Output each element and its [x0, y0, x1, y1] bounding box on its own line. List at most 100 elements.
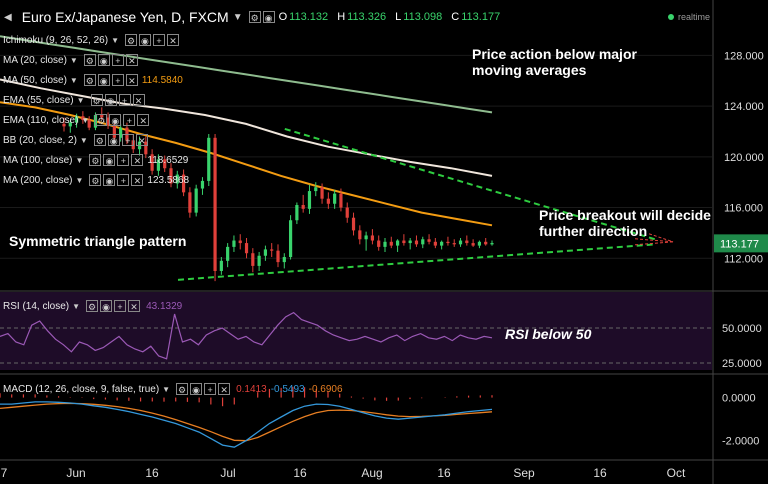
candle-body: [358, 230, 362, 240]
close-icon[interactable]: ✕: [135, 134, 148, 146]
close-icon[interactable]: ✕: [131, 174, 144, 186]
indicator-row[interactable]: EMA (55, close) ▼ ⚙ ◉ + ✕: [3, 94, 149, 106]
close-icon[interactable]: ✕: [132, 94, 145, 106]
indicator-row[interactable]: BB (20, close, 2) ▼ ⚙ ◉ + ✕: [3, 134, 152, 146]
chevron-down-icon[interactable]: ▼: [69, 55, 78, 65]
indicator-label[interactable]: MA (20, close): [3, 54, 67, 66]
indicator-label[interactable]: EMA (55, close): [3, 94, 74, 106]
candle-body: [414, 240, 419, 245]
indicator-row[interactable]: Ichimoku (9, 26, 52, 26) ▼ ⚙ ◉ + ✕: [3, 34, 183, 46]
settings-icon[interactable]: ⚙: [89, 174, 102, 186]
x-tick-label: 16: [593, 466, 607, 480]
indicator-label[interactable]: MA (50, close): [3, 74, 67, 86]
indicator-label[interactable]: MA (100, close): [3, 154, 73, 166]
eye-icon[interactable]: ◉: [138, 34, 151, 46]
chevron-down-icon[interactable]: ▼: [75, 155, 84, 165]
settings-icon[interactable]: ⚙: [95, 114, 108, 126]
y-tick-label: 124.000: [724, 101, 764, 113]
indicator-row[interactable]: MA (100, close) ▼ ⚙ ◉ + ✕ 118.6529: [3, 154, 188, 166]
settings-icon[interactable]: ⚙: [83, 74, 96, 86]
triangle-annotation: Symmetric triangle pattern: [9, 233, 187, 249]
chevron-down-icon[interactable]: ▼: [69, 75, 78, 85]
indicator-row[interactable]: EMA (110, close) ▼ ⚙ ◉ + ✕: [3, 114, 153, 126]
eye-icon[interactable]: ◉: [109, 114, 122, 126]
indicator-row[interactable]: MA (200, close) ▼ ⚙ ◉ + ✕ 123.5868: [3, 174, 189, 186]
chevron-down-icon[interactable]: ▼: [72, 301, 81, 311]
eye-icon[interactable]: ◉: [103, 174, 116, 186]
close-icon[interactable]: ✕: [125, 54, 138, 66]
add-icon[interactable]: +: [118, 94, 131, 106]
add-icon[interactable]: +: [117, 174, 130, 186]
add-icon[interactable]: +: [123, 114, 136, 126]
rsi-line: [0, 311, 493, 360]
chevron-down-icon[interactable]: ▼: [111, 35, 119, 45]
eye-icon[interactable]: ◉: [100, 300, 113, 312]
close-icon[interactable]: ✕: [166, 34, 179, 46]
candle-body: [333, 193, 337, 204]
candle-body: [207, 137, 211, 181]
settings-icon[interactable]: ⚙: [93, 134, 106, 146]
candle-body: [150, 154, 154, 171]
add-icon[interactable]: +: [204, 383, 217, 395]
indicator-row[interactable]: MA (20, close) ▼ ⚙ ◉ + ✕: [3, 54, 142, 66]
settings-icon[interactable]: ⚙: [124, 34, 137, 46]
indicator-label[interactable]: Ichimoku (9, 26, 52, 26): [3, 34, 109, 46]
candle-body: [226, 246, 230, 261]
chevron-down-icon[interactable]: ▼: [79, 135, 88, 145]
chevron-down-icon[interactable]: ▼: [232, 11, 243, 23]
eye-icon[interactable]: ◉: [103, 154, 116, 166]
chevron-down-icon[interactable]: ▼: [162, 384, 171, 394]
y-tick-label: 128.000: [724, 50, 764, 62]
indicator-label[interactable]: BB (20, close, 2): [3, 134, 77, 146]
add-icon[interactable]: +: [111, 74, 124, 86]
close-icon[interactable]: ✕: [128, 300, 141, 312]
add-icon[interactable]: +: [121, 134, 134, 146]
add-icon[interactable]: +: [152, 34, 165, 46]
x-tick-label: Sep: [513, 466, 535, 480]
x-tick-label: Jul: [220, 466, 235, 480]
settings-icon[interactable]: ⚙: [90, 94, 103, 106]
symbol-title[interactable]: Euro Ex/Japanese Yen, D, FXCM: [21, 9, 229, 25]
candle-body: [307, 191, 312, 209]
eye-icon[interactable]: ◉: [107, 134, 120, 146]
eye-icon[interactable]: ◉: [97, 74, 110, 86]
close-icon[interactable]: ✕: [131, 154, 144, 166]
symbol-menu-icon[interactable]: ◀: [4, 11, 12, 23]
close-icon[interactable]: ✕: [125, 74, 138, 86]
settings-icon[interactable]: ⚙: [176, 383, 189, 395]
triangle-pattern: [177, 127, 674, 281]
candle-body: [200, 180, 205, 189]
indicator-label[interactable]: MA (200, close): [3, 174, 73, 186]
candle-body: [484, 241, 488, 245]
settings-icon[interactable]: ⚙: [89, 154, 102, 166]
candle-body: [263, 249, 268, 256]
settings-icon[interactable]: ⚙: [248, 11, 261, 23]
eye-icon[interactable]: ◉: [190, 383, 203, 395]
ma-line: [0, 78, 493, 177]
candles: [62, 107, 494, 282]
candle-body: [213, 137, 217, 271]
chevron-down-icon[interactable]: ▼: [81, 115, 90, 125]
close-icon[interactable]: ✕: [137, 114, 150, 126]
settings-icon[interactable]: ⚙: [86, 300, 99, 312]
chevron-down-icon[interactable]: ▼: [76, 95, 85, 105]
candle-body: [194, 188, 198, 213]
settings-icon[interactable]: ⚙: [83, 54, 96, 66]
candle-body: [106, 117, 110, 126]
indicator-row[interactable]: MA (50, close) ▼ ⚙ ◉ + ✕ 114.5840: [3, 74, 183, 86]
candle-body: [62, 123, 66, 127]
candle-body: [169, 168, 173, 184]
chevron-down-icon[interactable]: ▼: [75, 175, 84, 185]
eye-icon[interactable]: ◉: [262, 11, 275, 23]
eye-icon[interactable]: ◉: [104, 94, 117, 106]
candle-body: [119, 127, 123, 138]
candle-body: [339, 193, 343, 208]
eye-icon[interactable]: ◉: [97, 54, 110, 66]
add-icon[interactable]: +: [111, 54, 124, 66]
add-icon[interactable]: +: [117, 154, 130, 166]
close-icon[interactable]: ✕: [218, 383, 231, 395]
candle-body: [477, 241, 482, 246]
add-icon[interactable]: +: [114, 300, 127, 312]
candle-body: [402, 240, 406, 244]
indicator-label[interactable]: EMA (110, close): [3, 114, 79, 126]
